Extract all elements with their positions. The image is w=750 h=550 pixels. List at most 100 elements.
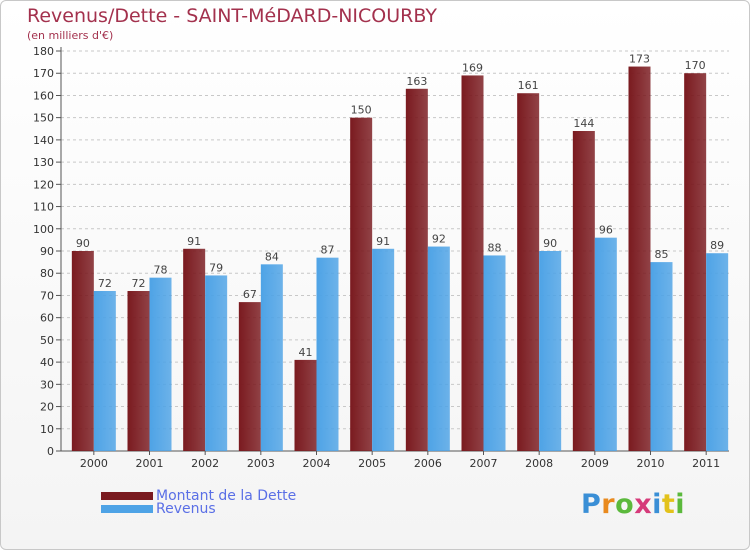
x-tick-label: 2001 [136, 457, 164, 470]
y-tick-label: 10 [40, 423, 54, 436]
bars [71, 66, 729, 452]
x-tick-label: 2005 [358, 457, 386, 470]
bar-dette [628, 66, 651, 452]
bar-revenus [260, 264, 283, 451]
y-tick-label: 140 [33, 134, 54, 147]
bar-revenus [706, 253, 729, 451]
data-label: 150 [351, 104, 372, 117]
bar-revenus [316, 257, 339, 451]
bar-dette [350, 117, 373, 452]
bar-dette [71, 251, 94, 451]
data-label: 89 [710, 239, 724, 252]
chart-title: Revenus/Dette - SAINT-MéDARD-NICOURBY [27, 5, 437, 27]
legend-swatch-revenus [101, 505, 153, 513]
bar-revenus [427, 246, 450, 451]
logo-letter: i [652, 489, 662, 520]
legend-item-revenus: Revenus [101, 501, 216, 517]
bar-dette [238, 302, 261, 451]
y-tick-label: 130 [33, 156, 54, 169]
data-label: 96 [599, 224, 613, 237]
y-tick-label: 0 [47, 445, 54, 458]
x-tick-label: 2011 [692, 457, 720, 470]
legend-item-dette: Montant de la Dette [101, 488, 296, 504]
y-tick-label: 80 [40, 267, 54, 280]
data-label: 170 [685, 59, 706, 72]
data-label: 67 [243, 288, 257, 301]
axes: 0 10 20 30 40 50 60 70 80 90 100 110 120 130 140 150 160… [33, 45, 729, 470]
logo-letter: x [634, 489, 653, 520]
y-tick-label: 30 [40, 378, 54, 391]
bar-dette [572, 131, 595, 451]
data-label: 90 [543, 237, 557, 250]
y-tick-label: 150 [33, 112, 54, 125]
data-label: 92 [432, 233, 446, 246]
y-tick-label: 110 [33, 201, 54, 214]
bar-revenus [93, 291, 116, 451]
y-tick-label: 160 [33, 89, 54, 102]
x-tick-label: 2008 [525, 457, 553, 470]
legend-label-revenus: Revenus [156, 501, 216, 517]
y-tick-label: 20 [40, 401, 54, 414]
x-tick-label: 2002 [191, 457, 219, 470]
data-label: 144 [573, 117, 594, 130]
data-label: 41 [299, 346, 313, 359]
y-tick-label: 100 [33, 223, 54, 236]
logo-letter: t [661, 489, 676, 520]
data-label: 79 [209, 261, 223, 274]
data-label: 84 [265, 250, 279, 263]
data-label: 91 [376, 235, 390, 248]
data-labels: 90 72 72 78 91 79 67 84 41 87 150 91 163 92 169 88 161 90… [76, 53, 724, 359]
data-label: 91 [187, 235, 201, 248]
x-tick-label: 2007 [470, 457, 498, 470]
logo-letter: P [581, 489, 602, 520]
data-label: 85 [655, 248, 669, 261]
bar-dette [127, 291, 150, 451]
data-label: 163 [406, 75, 427, 88]
bar-revenus [539, 251, 562, 451]
y-tick-label: 50 [40, 334, 54, 347]
bar-dette [461, 75, 484, 451]
logo-letter: o [615, 489, 635, 520]
bar-revenus [650, 262, 673, 451]
bar-revenus [372, 248, 395, 451]
y-tick-label: 40 [40, 356, 54, 369]
legend-label-dette: Montant de la Dette [156, 488, 297, 504]
bar-dette [183, 248, 206, 451]
x-tick-label: 2010 [637, 457, 665, 470]
bar-dette [405, 88, 428, 452]
data-label: 173 [629, 53, 650, 66]
data-label: 78 [154, 264, 168, 277]
x-tick-label: 2000 [80, 457, 108, 470]
data-label: 169 [462, 61, 483, 74]
x-tick-label: 2009 [581, 457, 609, 470]
x-tick-label: 2003 [247, 457, 275, 470]
x-tick-label: 2004 [303, 457, 331, 470]
bar-revenus [149, 277, 172, 451]
data-label: 88 [488, 241, 502, 254]
y-tick-label: 70 [40, 289, 54, 302]
data-label: 72 [132, 277, 146, 290]
proxiti-logo: Proxiti [581, 489, 685, 520]
y-tick-label: 90 [40, 245, 54, 258]
bar-dette [684, 73, 707, 451]
y-tick-label: 170 [33, 67, 54, 80]
y-tick-label: 120 [33, 178, 54, 191]
bar-revenus [594, 237, 617, 451]
bar-dette [517, 93, 540, 451]
y-tick-label: 60 [40, 312, 54, 325]
bar-revenus [483, 255, 506, 451]
legend-swatch-dette [101, 492, 153, 500]
x-tick-label: 2006 [414, 457, 442, 470]
chart-subtitle: (en milliers d'€) [27, 29, 114, 42]
data-label: 161 [518, 79, 539, 92]
data-label: 72 [98, 277, 112, 290]
data-label: 90 [76, 237, 90, 250]
logo-letter: r [601, 489, 616, 520]
logo-letter: i [675, 489, 686, 520]
data-label: 87 [321, 244, 335, 257]
bar-dette [294, 359, 317, 451]
bar-revenus [205, 275, 228, 451]
y-tick-label: 180 [33, 45, 54, 58]
